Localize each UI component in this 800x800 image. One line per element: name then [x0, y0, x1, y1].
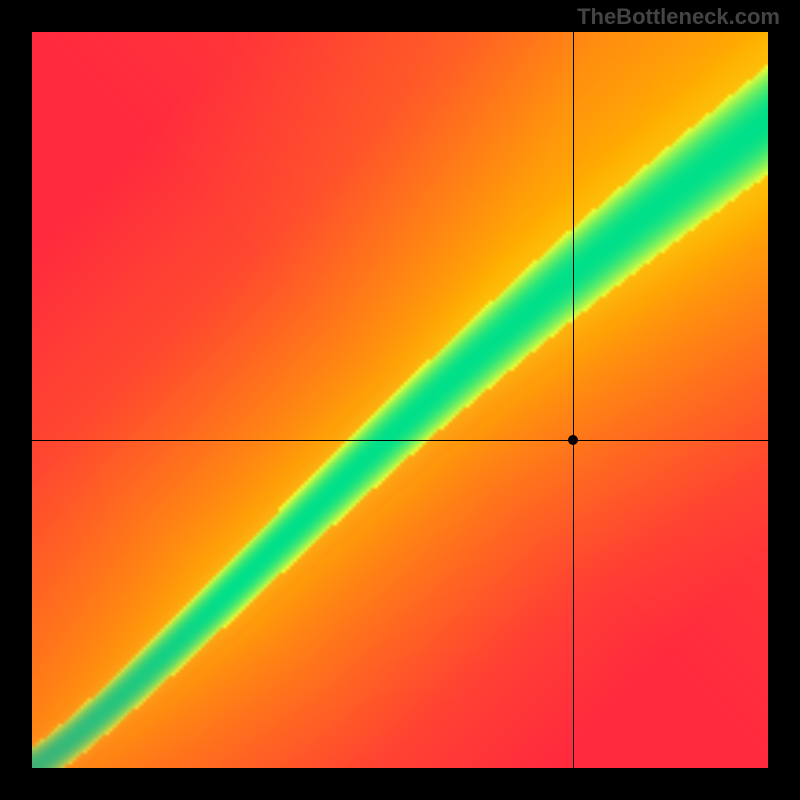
- crosshair-vertical: [573, 32, 574, 768]
- heatmap-plot: [32, 32, 768, 768]
- heatmap-canvas: [32, 32, 768, 768]
- crosshair-horizontal: [32, 440, 768, 441]
- crosshair-marker: [568, 435, 578, 445]
- watermark-text: TheBottleneck.com: [577, 4, 780, 30]
